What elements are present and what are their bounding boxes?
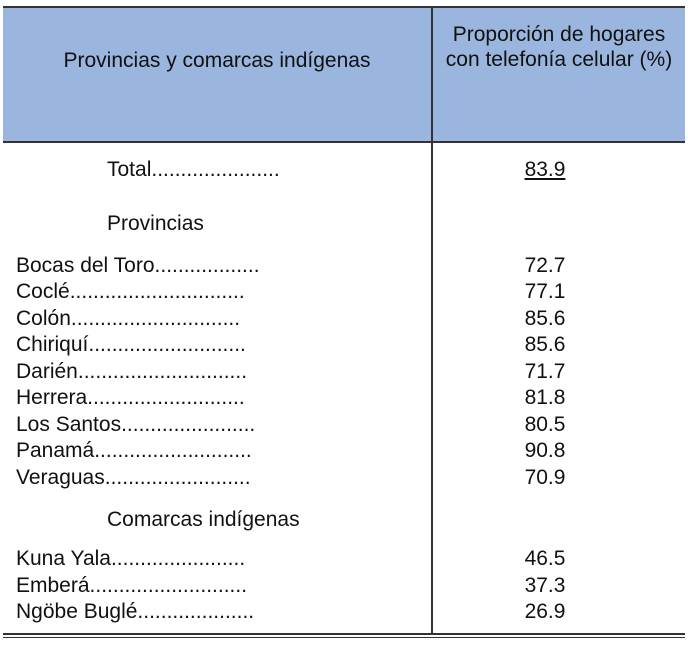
- row-value: 77.1: [524, 280, 566, 303]
- row-value: 85.6: [524, 333, 566, 356]
- column-divider: [431, 6, 433, 634]
- total-value: 83.9: [524, 158, 566, 181]
- row-value: 26.9: [524, 600, 566, 623]
- row-label: Kuna Yala.......................: [16, 547, 246, 570]
- row-label: Bocas del Toro..................: [16, 254, 260, 277]
- row-value: 72.7: [524, 254, 566, 277]
- row-value: 37.3: [524, 574, 566, 597]
- header-right-label: Proporción de hogares con telefonía celu…: [445, 23, 673, 71]
- row-value: 81.8: [524, 386, 566, 409]
- row-value: 46.5: [524, 547, 566, 570]
- row-value: 90.8: [524, 439, 566, 462]
- section-title-comarcas: Comarcas indígenas: [107, 508, 300, 531]
- row-label: Coclé..............................: [16, 280, 245, 303]
- row-label: Colón.............................: [16, 307, 241, 330]
- row-label: Darién.............................: [16, 360, 248, 383]
- table-header: [3, 6, 685, 143]
- row-label: Panamá...........................: [16, 439, 252, 462]
- row-label: Chiriquí...........................: [16, 333, 246, 356]
- row-label: Herrera...........................: [16, 386, 245, 409]
- row-value: 70.9: [524, 466, 566, 489]
- row-label: Los Santos.......................: [16, 413, 256, 436]
- data-table: Provincias y comarcas indígenas Proporci…: [3, 0, 685, 640]
- section-title-provincias: Provincias: [107, 212, 204, 235]
- row-label: Ngöbe Buglé....................: [16, 600, 255, 623]
- row-value: 85.6: [524, 307, 566, 330]
- total-label: Total......................: [107, 158, 280, 181]
- bottom-rule: [3, 633, 685, 635]
- header-left-label: Provincias y comarcas indígenas: [63, 49, 371, 72]
- row-label: Emberá...........................: [16, 574, 248, 597]
- row-label: Veraguas.........................: [16, 466, 251, 489]
- row-value: 71.7: [524, 360, 566, 383]
- bottom-rule-secondary: [3, 637, 685, 638]
- row-value: 80.5: [524, 413, 566, 436]
